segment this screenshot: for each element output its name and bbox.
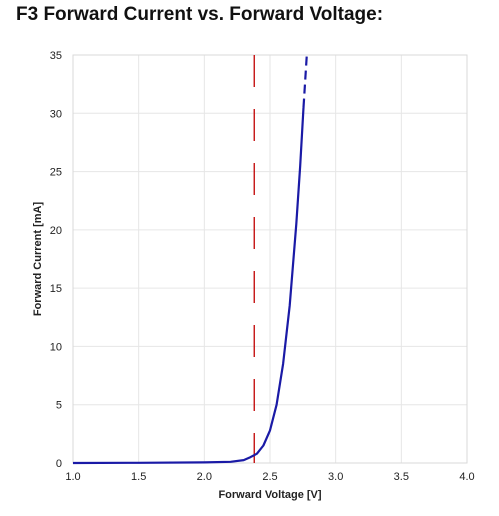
series-group — [72, 54, 308, 465]
x-axis-label: Forward Voltage [V] — [218, 489, 321, 501]
series-line — [72, 107, 305, 465]
grid-lines — [72, 54, 468, 464]
y-axis-label: Forward Current [mA] — [32, 202, 44, 317]
x-tick-label: 3.0 — [328, 471, 343, 483]
y-tick-label: 35 — [50, 50, 62, 62]
chart-title: F3 Forward Current vs. Forward Voltage: — [16, 4, 384, 25]
x-tick-label: 3.5 — [394, 471, 409, 483]
y-tick-label: 5 — [56, 400, 62, 412]
x-tick-label: 2.5 — [262, 471, 277, 483]
y-tick-label: 15 — [50, 283, 62, 295]
y-tick-label: 0 — [56, 458, 62, 470]
y-tick-label: 10 — [50, 341, 62, 353]
x-tick-labels: 1.0 1.5 2.0 2.5 3.0 3.5 4.0 — [65, 471, 474, 483]
y-tick-label: 30 — [50, 108, 62, 120]
plot-area — [72, 54, 468, 464]
x-tick-label: 2.0 — [197, 471, 212, 483]
x-tick-label: 4.0 — [459, 471, 474, 483]
y-tick-labels: 0 5 10 15 20 25 30 35 — [50, 50, 62, 470]
x-tick-label: 1.5 — [131, 471, 146, 483]
y-tick-label: 25 — [50, 167, 62, 179]
x-tick-label: 1.0 — [65, 471, 80, 483]
series-line-extrapolated — [302, 54, 308, 108]
y-tick-label: 20 — [50, 225, 62, 237]
